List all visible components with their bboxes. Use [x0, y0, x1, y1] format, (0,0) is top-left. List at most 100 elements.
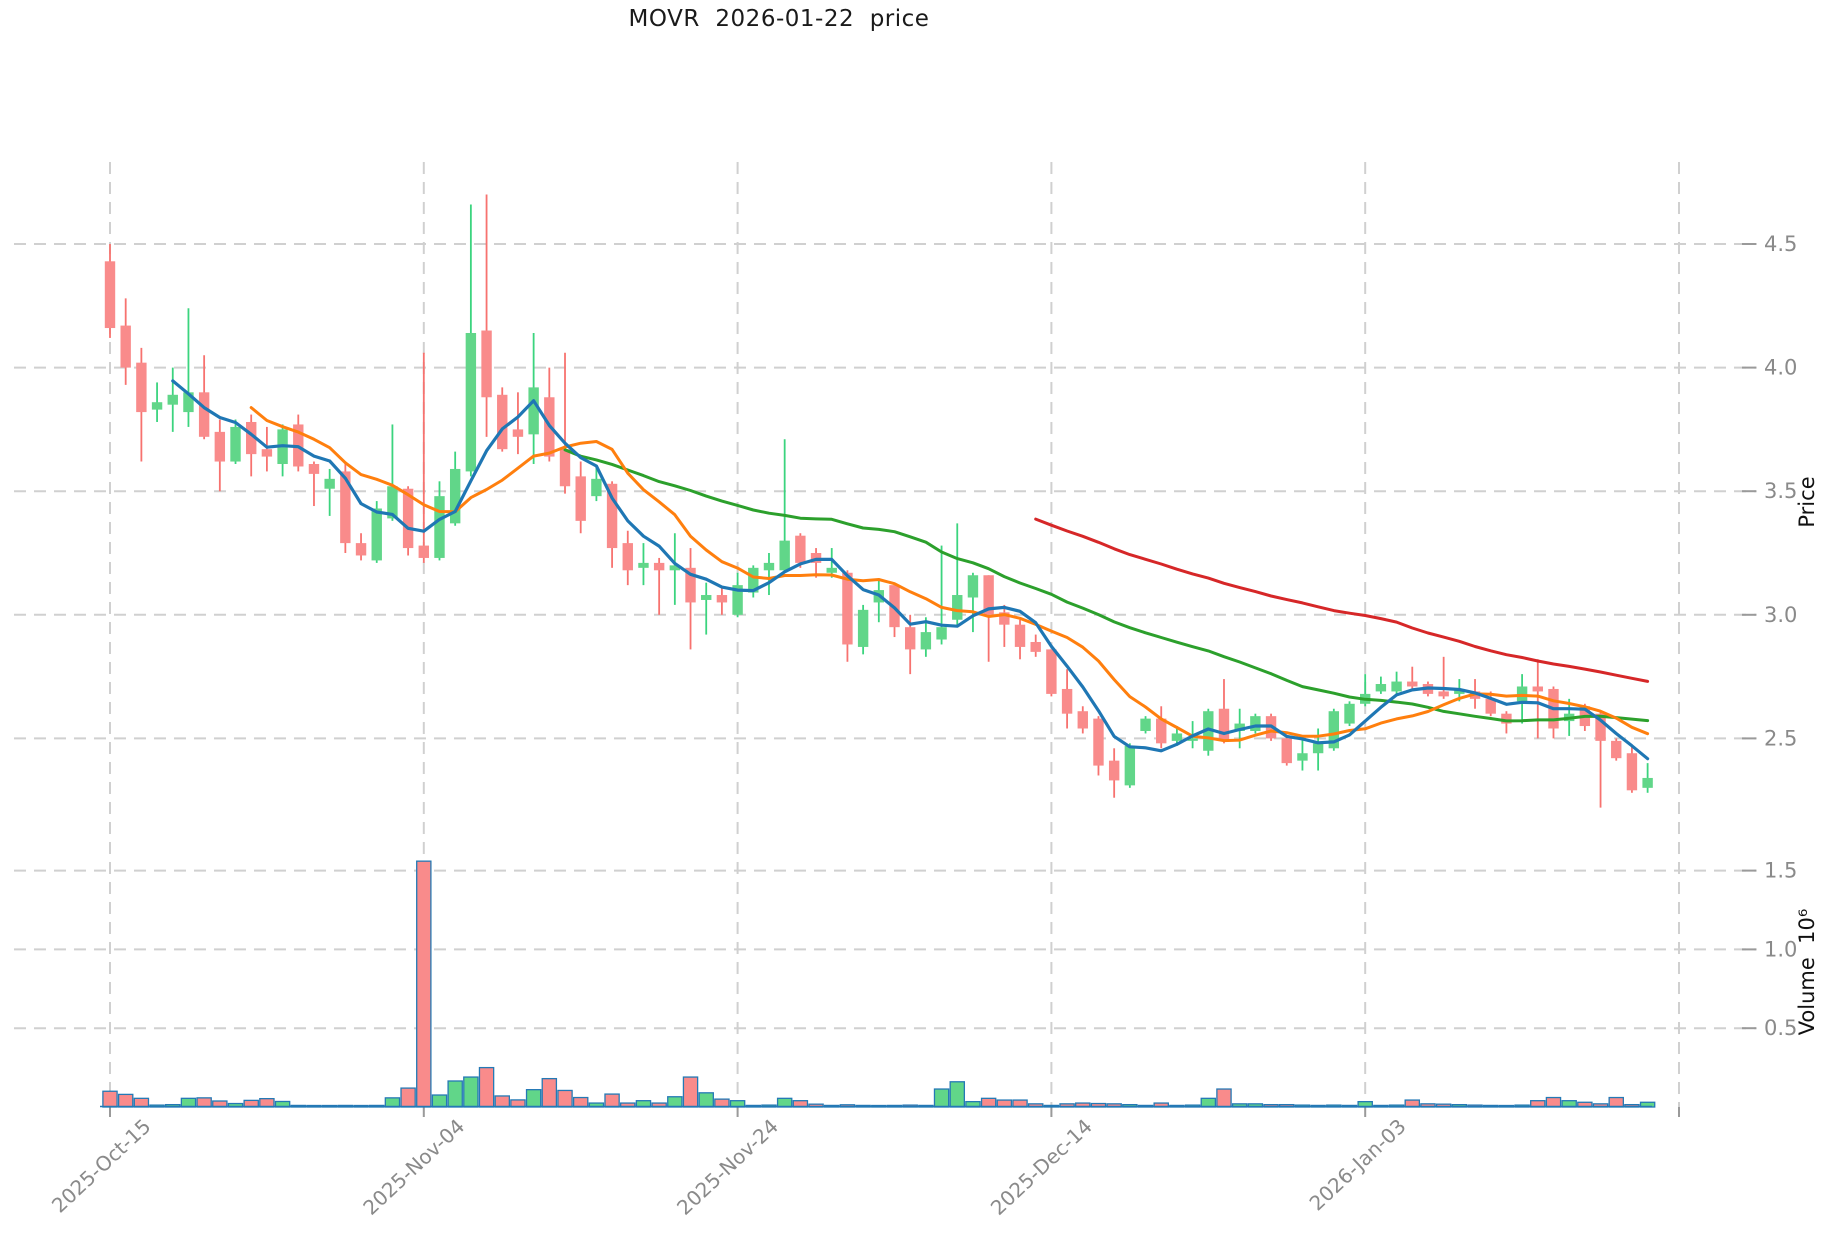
candle-down	[308, 464, 320, 474]
chart-title: MOVR 2026-01-22 price	[628, 6, 930, 32]
volume-bar	[102, 1090, 118, 1108]
volume-tick-label: 1.5	[1764, 859, 1797, 883]
candle-down	[1501, 713, 1512, 724]
volume-bar	[196, 1097, 212, 1108]
price-axis-label: Price	[1795, 476, 1819, 528]
price-tick-label: 3.0	[1764, 603, 1797, 627]
volume-bar	[604, 1093, 620, 1108]
candle-up	[324, 478, 335, 489]
candle-up	[1171, 733, 1183, 741]
volume-bar	[478, 1066, 495, 1108]
ma-5-line	[171, 379, 1650, 761]
candle-up	[1454, 688, 1465, 694]
x-tick-label: 2025-Oct-15	[47, 1114, 155, 1217]
candle-down	[1030, 641, 1041, 652]
candle-up	[1344, 703, 1355, 724]
volume-bar	[1216, 1088, 1232, 1108]
volume-bar	[463, 1076, 479, 1108]
candle-up	[591, 478, 602, 497]
candle-down	[1046, 649, 1057, 694]
candle-down	[1438, 691, 1449, 697]
volume-bar	[180, 1097, 197, 1108]
candle-down	[497, 394, 508, 450]
volume-bar	[1608, 1096, 1624, 1108]
candle-up	[638, 562, 649, 568]
volume-bar	[133, 1097, 150, 1108]
candle-up	[387, 486, 398, 519]
candle-up	[183, 392, 194, 413]
candle-down	[653, 562, 665, 571]
candle-up	[701, 595, 712, 600]
candle-up	[1140, 718, 1151, 731]
candle-up	[967, 575, 979, 598]
candle-up	[1187, 738, 1198, 741]
candle-down	[842, 572, 853, 645]
candle-up	[528, 387, 539, 435]
candle-down	[261, 449, 273, 457]
candle-down	[1485, 698, 1496, 714]
candle-down	[1595, 713, 1606, 741]
candle-up	[434, 496, 445, 558]
candle-down	[246, 421, 257, 455]
candle-up	[857, 609, 869, 647]
candle-down	[340, 471, 351, 544]
volume-bar	[525, 1089, 542, 1108]
price-tick-label: 3.5	[1764, 479, 1797, 503]
price-tick-label: 4.5	[1764, 232, 1797, 256]
ma-60-line	[1034, 517, 1650, 683]
candle-up	[230, 426, 241, 462]
candle-down	[418, 545, 429, 558]
candle-down	[1218, 708, 1230, 741]
price-tick-label: 4.0	[1764, 356, 1797, 380]
candle-up	[1391, 681, 1402, 692]
volume-bar	[572, 1096, 589, 1108]
candle-down	[481, 330, 492, 398]
volume-bar	[667, 1096, 683, 1108]
candle-down	[685, 567, 696, 603]
candle-down	[402, 488, 414, 549]
candle-up	[1642, 777, 1653, 788]
candle-down	[104, 261, 116, 329]
candle-down	[355, 543, 367, 556]
candle-down	[1014, 624, 1026, 647]
candle-up	[1297, 753, 1308, 761]
price-tick-label: 2.5	[1764, 726, 1797, 750]
candle-up	[936, 627, 947, 640]
candle-up	[1328, 711, 1340, 749]
candle-down	[1061, 688, 1073, 714]
volume-bar	[1545, 1096, 1562, 1108]
x-tick-label: 2025-Dec-14	[986, 1114, 1097, 1220]
candle-up	[763, 562, 775, 571]
candle-up	[371, 508, 382, 561]
candle-down	[198, 392, 210, 437]
candle-up	[1250, 716, 1261, 731]
candle-down	[622, 543, 633, 571]
candle-down	[606, 483, 618, 549]
candle-down	[1407, 681, 1418, 687]
candle-down	[1532, 686, 1543, 692]
volume-bar	[431, 1094, 448, 1108]
volume-bar	[698, 1092, 714, 1108]
candle-down	[214, 431, 226, 462]
volume-bar	[933, 1088, 950, 1108]
candle-up	[1375, 684, 1387, 692]
volume-bar	[1200, 1097, 1217, 1108]
volume-bar	[557, 1089, 573, 1108]
volume-tick-label: 1.0	[1764, 937, 1797, 961]
volume-bar	[980, 1097, 997, 1108]
candle-down	[795, 535, 806, 563]
candle-down	[1281, 738, 1292, 764]
candle-up	[952, 595, 963, 620]
candle-up	[826, 567, 837, 573]
candle-down	[716, 595, 728, 603]
volume-bar	[384, 1097, 401, 1108]
candle-down	[136, 362, 147, 413]
candle-down	[575, 476, 586, 521]
candle-up	[1124, 745, 1136, 786]
candle-down	[120, 325, 131, 368]
candle-down	[512, 429, 524, 437]
candle-up	[732, 585, 743, 615]
volume-bar	[949, 1081, 966, 1108]
